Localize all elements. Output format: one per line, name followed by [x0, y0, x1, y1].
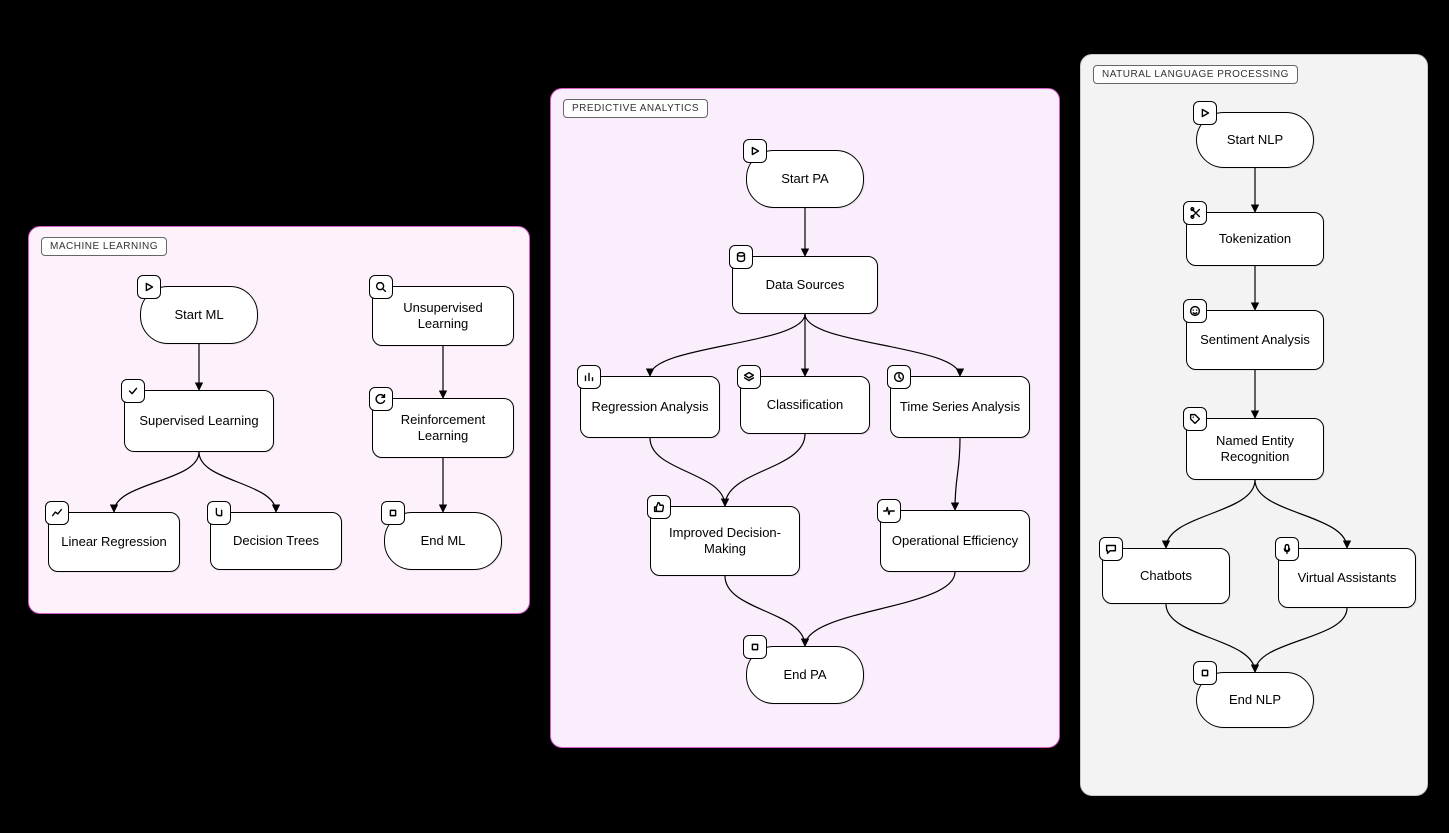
group-label-pa: PREDICTIVE ANALYTICS: [563, 99, 708, 118]
node-impr[interactable]: Improved Decision-Making: [650, 506, 800, 576]
clock-icon: [887, 365, 911, 389]
node-linreg[interactable]: Linear Regression: [48, 512, 180, 572]
node-reg[interactable]: Regression Analysis: [580, 376, 720, 438]
node-label: Named Entity Recognition: [1193, 433, 1317, 466]
node-tok[interactable]: Tokenization: [1186, 212, 1324, 266]
check-icon: [121, 379, 145, 403]
stop-icon: [1193, 661, 1217, 685]
node-label: Virtual Assistants: [1298, 570, 1397, 586]
node-startML[interactable]: Start ML: [140, 286, 258, 344]
node-label: Decision Trees: [233, 533, 319, 549]
refresh-icon: [369, 387, 393, 411]
node-va[interactable]: Virtual Assistants: [1278, 548, 1416, 608]
node-label: End ML: [421, 533, 466, 549]
node-label: Tokenization: [1219, 231, 1291, 247]
node-label: Data Sources: [766, 277, 845, 293]
layers-icon: [737, 365, 761, 389]
node-ner[interactable]: Named Entity Recognition: [1186, 418, 1324, 480]
node-sup[interactable]: Supervised Learning: [124, 390, 274, 452]
node-label: End PA: [783, 667, 826, 683]
node-label: Reinforcement Learning: [379, 412, 507, 445]
node-endNLP[interactable]: End NLP: [1196, 672, 1314, 728]
node-label: Start NLP: [1227, 132, 1283, 148]
node-label: Improved Decision-Making: [657, 525, 793, 558]
node-label: Unsupervised Learning: [379, 300, 507, 333]
node-startPA[interactable]: Start PA: [746, 150, 864, 208]
node-chat[interactable]: Chatbots: [1102, 548, 1230, 604]
node-label: Supervised Learning: [139, 413, 258, 429]
node-ts[interactable]: Time Series Analysis: [890, 376, 1030, 438]
node-opeff[interactable]: Operational Efficiency: [880, 510, 1030, 572]
node-label: Linear Regression: [61, 534, 167, 550]
play-icon: [743, 139, 767, 163]
smile-icon: [1183, 299, 1207, 323]
node-label: Start ML: [174, 307, 223, 323]
branch-icon: [207, 501, 231, 525]
chat-icon: [1099, 537, 1123, 561]
scissors-icon: [1183, 201, 1207, 225]
trend-icon: [45, 501, 69, 525]
node-label: Sentiment Analysis: [1200, 332, 1310, 348]
thumb-icon: [647, 495, 671, 519]
node-rl[interactable]: Reinforcement Learning: [372, 398, 514, 458]
search-icon: [369, 275, 393, 299]
node-endPA[interactable]: End PA: [746, 646, 864, 704]
play-icon: [1193, 101, 1217, 125]
play-icon: [137, 275, 161, 299]
db-icon: [729, 245, 753, 269]
node-label: Chatbots: [1140, 568, 1192, 584]
node-startNLP[interactable]: Start NLP: [1196, 112, 1314, 168]
node-label: End NLP: [1229, 692, 1281, 708]
node-unsup[interactable]: Unsupervised Learning: [372, 286, 514, 346]
node-label: Regression Analysis: [591, 399, 708, 415]
diagram-canvas: MACHINE LEARNING PREDICTIVE ANALYTICS NATU…: [0, 0, 1449, 833]
stop-icon: [381, 501, 405, 525]
bars-icon: [577, 365, 601, 389]
node-label: Start PA: [781, 171, 828, 187]
node-clas[interactable]: Classification: [740, 376, 870, 434]
group-label-ml: MACHINE LEARNING: [41, 237, 167, 256]
stop-icon: [743, 635, 767, 659]
node-datasrc[interactable]: Data Sources: [732, 256, 878, 314]
node-sent[interactable]: Sentiment Analysis: [1186, 310, 1324, 370]
node-label: Operational Efficiency: [892, 533, 1018, 549]
group-label-nlp: NATURAL LANGUAGE PROCESSING: [1093, 65, 1298, 84]
mic-icon: [1275, 537, 1299, 561]
pulse-icon: [877, 499, 901, 523]
node-dtree[interactable]: Decision Trees: [210, 512, 342, 570]
node-label: Time Series Analysis: [900, 399, 1020, 415]
node-label: Classification: [767, 397, 844, 413]
node-endML[interactable]: End ML: [384, 512, 502, 570]
tag-icon: [1183, 407, 1207, 431]
